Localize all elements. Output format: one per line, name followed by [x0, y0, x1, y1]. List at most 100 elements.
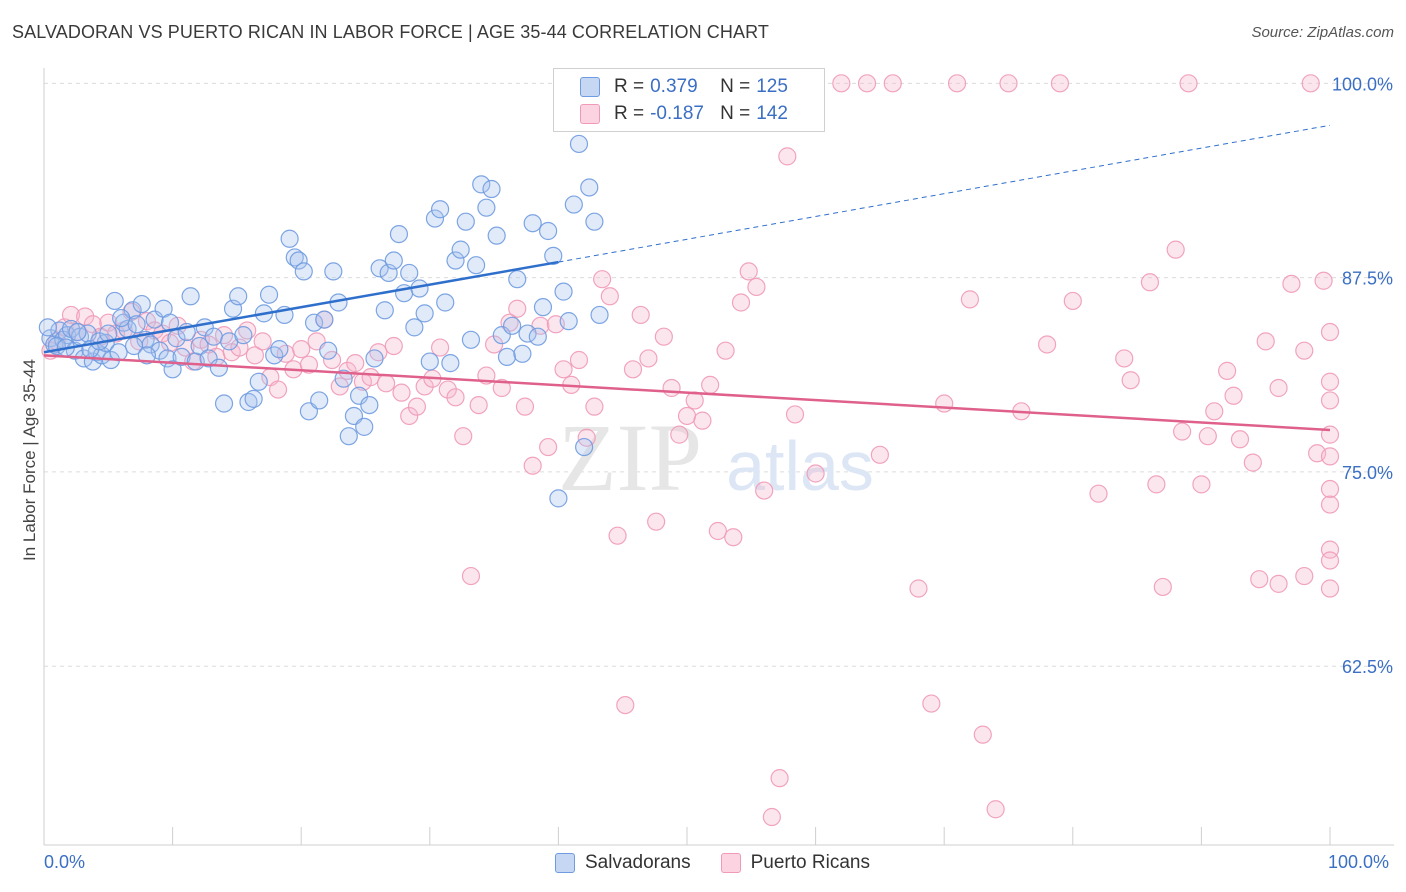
point-puerto-ricans	[1140, 273, 1160, 292]
point-puerto-ricans	[647, 512, 666, 531]
point-salvadorans	[446, 251, 465, 270]
point-puerto-ricans	[384, 336, 403, 356]
point-salvadorans	[360, 395, 379, 415]
legend-swatch-salvadorans	[555, 853, 575, 873]
point-salvadorans	[319, 341, 338, 360]
y-tick-label: 62.5%	[1342, 657, 1393, 677]
point-puerto-ricans	[485, 335, 504, 354]
axes	[43, 68, 1394, 846]
point-salvadorans	[575, 437, 594, 457]
point-salvadorans	[204, 327, 223, 346]
series-legend: Salvadorans Puerto Ricans	[555, 852, 900, 874]
point-salvadorans	[132, 294, 151, 314]
point-puerto-ricans	[461, 566, 481, 586]
point-puerto-ricans	[299, 355, 319, 374]
point-salvadorans	[349, 386, 369, 405]
point-puerto-ricans	[708, 521, 727, 541]
legend-n-value: 125	[756, 76, 788, 97]
point-puerto-ricans	[755, 481, 774, 500]
point-salvadorans	[234, 326, 253, 345]
point-salvadorans	[523, 214, 542, 233]
point-salvadorans	[533, 298, 553, 317]
point-puerto-ricans	[1037, 335, 1057, 354]
point-puerto-ricans	[731, 293, 751, 312]
y-tick-label: 87.5%	[1342, 269, 1393, 289]
y-tick-label: 75.0%	[1342, 463, 1393, 483]
point-salvadorans	[384, 251, 403, 270]
x-tick-label-max: 100.0%	[1328, 852, 1390, 872]
point-puerto-ricans	[593, 270, 612, 289]
point-puerto-ricans	[1320, 579, 1340, 598]
point-salvadorans	[497, 347, 517, 367]
point-puerto-ricans	[1295, 566, 1314, 586]
point-salvadorans	[181, 287, 200, 306]
point-puerto-ricans	[670, 425, 689, 444]
point-salvadorans	[430, 200, 450, 219]
point-puerto-ricans	[947, 74, 967, 93]
watermark-atlas: atlas	[726, 427, 874, 505]
point-salvadorans	[289, 251, 308, 270]
point-salvadorans	[239, 392, 258, 412]
point-salvadorans	[400, 263, 419, 283]
point-salvadorans	[190, 336, 209, 356]
point-puerto-ricans	[523, 456, 542, 475]
point-puerto-ricans	[909, 579, 928, 598]
point-salvadorans	[569, 134, 589, 154]
legend-item-salvadorans: Salvadorans	[555, 852, 691, 874]
point-salvadorans	[137, 346, 156, 365]
point-puerto-ricans	[1314, 271, 1333, 290]
point-puerto-ricans	[832, 74, 851, 93]
point-puerto-ricans	[1224, 386, 1243, 405]
point-salvadorans	[503, 316, 522, 335]
legend-row-puerto-ricans: R = -0.187 N = 142	[580, 101, 788, 127]
point-puerto-ricans	[960, 290, 980, 309]
point-puerto-ricans	[778, 147, 797, 166]
legend-row-salvadorans: R = 0.379 N = 125	[580, 74, 788, 100]
point-salvadorans	[199, 349, 218, 368]
point-salvadorans	[580, 178, 599, 197]
point-puerto-ricans	[268, 380, 288, 399]
point-puerto-ricans	[973, 725, 992, 744]
point-salvadorans	[259, 285, 279, 304]
point-puerto-ricans	[806, 464, 825, 483]
y-axis-label: In Labor Force | Age 35-44	[20, 359, 39, 561]
point-salvadorans	[441, 354, 460, 373]
point-puerto-ricans	[446, 388, 465, 407]
point-puerto-ricans	[999, 74, 1018, 93]
point-puerto-ricans	[701, 375, 720, 394]
point-puerto-ricans	[1320, 479, 1340, 499]
point-salvadorans	[339, 427, 358, 446]
point-salvadorans	[513, 344, 532, 363]
point-salvadorans	[472, 175, 491, 194]
point-puerto-ricans	[1050, 74, 1070, 93]
point-puerto-ricans	[539, 437, 558, 457]
point-salvadorans	[389, 224, 409, 244]
point-salvadorans	[405, 318, 424, 337]
points-salvadorans	[38, 134, 609, 508]
point-puerto-ricans	[747, 277, 766, 297]
point-salvadorans	[554, 282, 573, 301]
point-puerto-ricans	[716, 341, 735, 360]
point-puerto-ricans	[600, 287, 619, 306]
point-puerto-ricans	[322, 350, 342, 370]
chart-title: SALVADORAN VS PUERTO RICAN IN LABOR FORC…	[12, 22, 769, 42]
point-puerto-ricans	[253, 332, 272, 351]
source-credit: Source: ZipAtlas.com	[1251, 24, 1394, 41]
point-salvadorans	[415, 304, 434, 323]
trend-line-puerto-ricans	[43, 354, 1331, 432]
point-puerto-ricans	[1269, 574, 1288, 593]
point-puerto-ricans	[1320, 322, 1340, 342]
point-puerto-ricans	[662, 378, 681, 398]
point-puerto-ricans	[554, 360, 573, 379]
point-puerto-ricans	[608, 526, 627, 545]
point-puerto-ricans	[1269, 378, 1288, 398]
point-puerto-ricans	[677, 406, 697, 426]
point-puerto-ricans	[1063, 291, 1082, 311]
point-puerto-ricans	[245, 346, 265, 365]
legend-swatch-puerto-ricans	[720, 853, 741, 873]
point-salvadorans	[244, 389, 263, 408]
gridlines	[44, 82, 1394, 667]
point-puerto-ricans	[693, 411, 712, 430]
point-salvadorans	[549, 489, 568, 508]
